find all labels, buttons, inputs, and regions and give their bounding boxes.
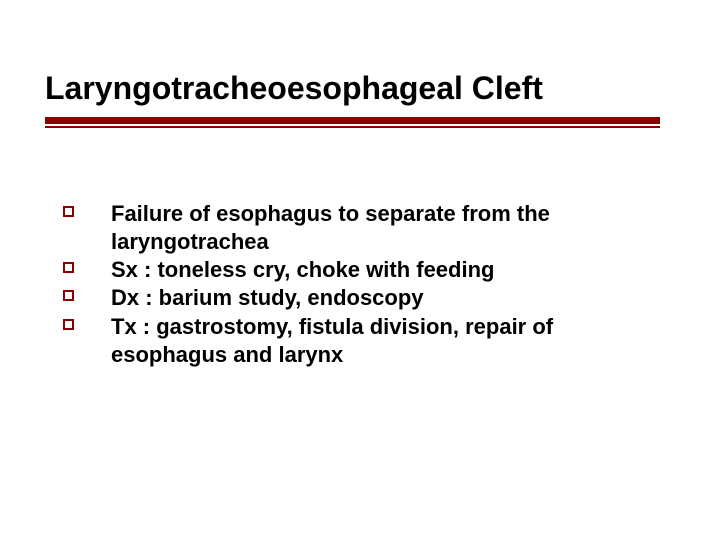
slide-title: Laryngotracheoesophageal Cleft [45, 70, 675, 107]
list-item: Sx : toneless cry, choke with feeding [63, 256, 675, 284]
square-bullet-icon [63, 206, 74, 217]
list-item-text: Tx : gastrostomy, fistula division, repa… [111, 314, 553, 367]
rule-thick [45, 117, 660, 124]
list-item: Tx : gastrostomy, fistula division, repa… [63, 313, 675, 369]
square-bullet-icon [63, 290, 74, 301]
slide: Laryngotracheoesophageal Cleft Failure o… [0, 0, 720, 540]
list-item-text: Dx : barium study, endoscopy [111, 285, 424, 310]
list-item: Dx : barium study, endoscopy [63, 284, 675, 312]
list-item-text: Sx : toneless cry, choke with feeding [111, 257, 494, 282]
list-item-text: Failure of esophagus to separate from th… [111, 201, 550, 254]
bullet-list: Failure of esophagus to separate from th… [45, 200, 675, 369]
list-item: Failure of esophagus to separate from th… [63, 200, 675, 256]
square-bullet-icon [63, 262, 74, 273]
rule-thin [45, 126, 660, 128]
square-bullet-icon [63, 319, 74, 330]
title-rule [45, 117, 660, 128]
